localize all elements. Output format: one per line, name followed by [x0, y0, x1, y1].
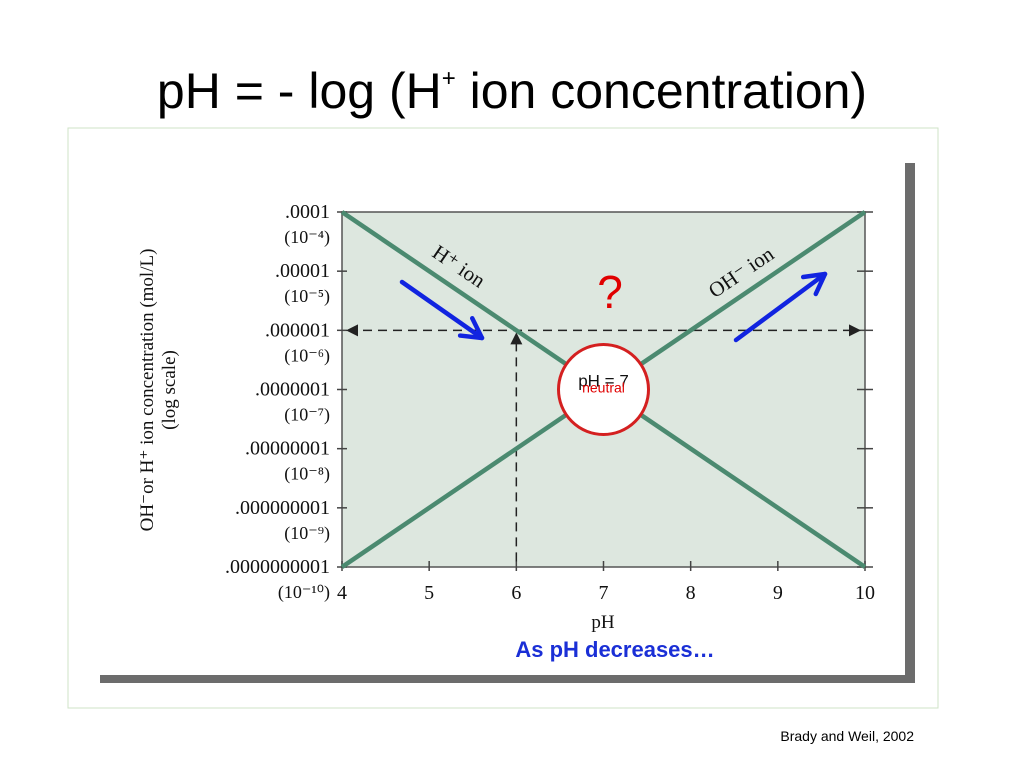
reference-arrowhead-right: [849, 324, 861, 337]
x-tick-label: 7: [599, 582, 609, 604]
x-tick-label: 8: [686, 582, 696, 604]
x-tick-label: 6: [511, 582, 521, 604]
y-tick-exponent-label: (10⁻⁸): [284, 464, 330, 485]
y-tick-label: .000001: [265, 319, 330, 341]
neutral-circle: [557, 343, 650, 436]
frame-shadow-right: [905, 163, 915, 681]
y-tick-exponent-label: (10⁻⁵): [284, 286, 330, 307]
y-tick-exponent-label: (10⁻⁹): [284, 523, 330, 544]
y-tick-label: .000000001: [235, 497, 330, 519]
h-ion-decrease-arrow-head: [457, 316, 485, 341]
y-tick-exponent-label: (10⁻⁴): [284, 227, 330, 248]
title-superscript: +: [441, 65, 456, 92]
question-mark: ?: [597, 266, 623, 318]
x-tick-label: 10: [855, 582, 875, 604]
y-tick-exponent-label: (10⁻⁶): [284, 345, 330, 366]
y-tick-label: .0000001: [255, 379, 330, 401]
title-main: pH = - log (H: [156, 63, 442, 119]
reference-arrowhead-up: [510, 332, 523, 345]
x-tick-label: 5: [424, 582, 434, 604]
caption-text: As pH decreases…: [515, 637, 715, 662]
neutral-label: neutral: [582, 380, 625, 396]
reference-arrowhead-left: [346, 324, 358, 337]
y-tick-label: .0000000001: [225, 556, 330, 578]
x-axis-label: pH: [591, 612, 615, 633]
y-tick-exponent-label: (10⁻¹⁰): [278, 582, 330, 603]
y-axis-sublabel: (log scale): [159, 350, 180, 430]
title-end: ion concentration): [455, 63, 868, 119]
slide-title: pH = - log (H+ ion concentration): [0, 62, 1024, 120]
x-tick-label: 9: [773, 582, 783, 604]
source-credit: Brady and Weil, 2002: [780, 728, 914, 744]
frame-shadow-bottom: [100, 675, 915, 683]
h-ion-decrease-arrow-shaft: [399, 279, 485, 341]
y-tick-label: .00001: [275, 260, 330, 282]
neutral-ph-label: pH = 7: [578, 372, 629, 391]
y-tick-exponent-label: (10⁻⁷): [284, 405, 330, 426]
oh-ion-increase-arrow-shaft: [733, 271, 828, 343]
x-tick-label: 4: [337, 582, 347, 604]
y-tick-label: .0001: [285, 201, 330, 223]
y-axis-label: OH⁻or H⁺ ion concentration (mol/L): [137, 249, 158, 532]
y-tick-label: .00000001: [245, 438, 330, 460]
oh-ion-increase-arrow-head: [800, 271, 828, 297]
